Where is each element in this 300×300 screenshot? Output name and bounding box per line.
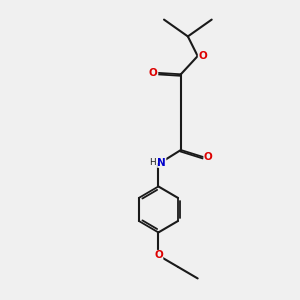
Text: O: O (198, 51, 207, 61)
Text: N: N (158, 158, 166, 168)
Text: H: H (149, 158, 156, 167)
Text: O: O (204, 152, 213, 162)
Text: O: O (149, 68, 158, 78)
Text: O: O (154, 250, 163, 260)
